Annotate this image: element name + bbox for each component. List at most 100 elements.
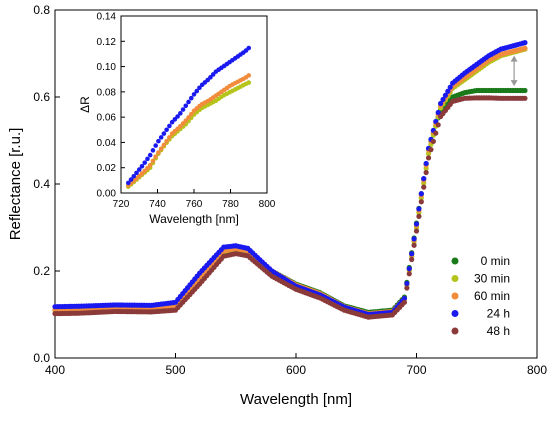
data-point	[161, 142, 167, 148]
data-point	[447, 84, 453, 90]
legend-label: 24 h	[487, 307, 510, 321]
data-point	[164, 138, 169, 144]
data-point	[522, 40, 528, 46]
data-point	[180, 107, 186, 112]
data-point	[409, 251, 415, 257]
data-point	[406, 266, 412, 272]
data-point	[134, 170, 139, 176]
data-point	[153, 154, 158, 159]
legend-item: 0 min	[451, 254, 510, 268]
data-point	[188, 111, 194, 117]
y-tick-label: 0.04	[97, 138, 117, 149]
legend-label: 0 min	[481, 254, 510, 268]
y-tick-label: 0.00	[97, 189, 117, 200]
data-point	[147, 162, 153, 168]
data-point	[175, 114, 180, 119]
data-point	[246, 73, 252, 78]
data-point	[435, 109, 441, 116]
y-tick-label: 0.06	[97, 113, 117, 124]
data-point	[416, 206, 422, 212]
data-point	[522, 95, 528, 101]
legend: 0 min 30 min 60 min 24 h 48 h	[451, 254, 510, 338]
data-point	[404, 285, 410, 291]
data-point	[172, 117, 178, 122]
data-point	[178, 124, 183, 129]
data-point	[178, 111, 183, 116]
data-point	[208, 75, 213, 80]
data-point	[167, 123, 172, 129]
legend-item: 48 h	[451, 324, 510, 338]
data-point	[180, 121, 186, 126]
y-tick-label: 0.6	[33, 90, 50, 104]
data-point	[522, 87, 528, 94]
data-point	[428, 147, 434, 153]
data-point	[142, 160, 148, 165]
data-point	[153, 143, 158, 148]
main-data-points	[52, 40, 528, 320]
y-tick-label: 0.08	[97, 87, 117, 98]
data-point	[188, 95, 194, 101]
arrow-head-up	[510, 55, 518, 62]
data-point	[246, 80, 252, 85]
data-point	[191, 92, 197, 97]
data-point	[142, 168, 148, 174]
data-point	[401, 295, 408, 302]
data-point	[416, 213, 422, 219]
series-delta	[126, 73, 252, 188]
data-point	[433, 130, 439, 136]
y-tick-label: 0.4	[33, 177, 50, 191]
data-point	[430, 138, 436, 144]
y-tick-label: 0.02	[97, 163, 117, 174]
data-point	[186, 115, 191, 120]
x-tick-label: 760	[186, 199, 203, 210]
data-point	[145, 156, 150, 162]
x-tick-label: 780	[222, 199, 239, 210]
legend-item: 24 h	[451, 307, 510, 321]
data-point	[194, 88, 200, 94]
data-point	[158, 146, 164, 152]
data-point	[158, 135, 164, 140]
data-point	[425, 155, 432, 161]
data-point	[161, 131, 167, 136]
data-point	[421, 176, 427, 182]
inset-y-axis-label: ΔR	[78, 96, 92, 113]
data-point	[156, 150, 161, 155]
data-point	[438, 100, 444, 107]
legend-label: 48 h	[487, 324, 510, 338]
x-tick-label: 800	[527, 363, 547, 377]
y-tick-label: 0.8	[33, 3, 50, 17]
data-point	[136, 167, 142, 172]
y-tick-label: 0.10	[97, 62, 117, 73]
legend-item: 30 min	[451, 272, 510, 286]
data-point	[411, 236, 417, 242]
data-point	[156, 138, 161, 144]
main-plot: 400 500 600 700 800 0.0 0.2 0.4 0.6 0.8 Wavelengt…	[7, 3, 547, 408]
data-point	[183, 118, 189, 123]
legend-marker	[451, 310, 459, 317]
x-tick-label: 700	[406, 363, 426, 377]
data-point	[418, 199, 424, 205]
main-y-axis-label: Reflectance [r.u.]	[7, 128, 24, 241]
data-point	[445, 88, 451, 94]
data-point	[164, 127, 169, 133]
data-point	[409, 256, 415, 263]
data-point	[442, 92, 449, 98]
inset-data-points	[126, 45, 252, 189]
data-point	[169, 119, 175, 125]
data-point	[131, 173, 137, 179]
inset-plot: 720 740 760 780 800 0.00 0.02 0.04 0.06 0.08 0.10 0…	[78, 12, 276, 227]
legend-marker	[451, 257, 459, 265]
inset-axis-ticks: 720 740 760 780 800 0.00 0.02 0.04 0.06 0.08 0.10 0…	[97, 12, 276, 211]
data-point	[411, 242, 417, 248]
inset-x-axis-label: Wavelength [nm]	[149, 212, 239, 226]
x-tick-label: 400	[45, 363, 65, 377]
data-point	[139, 163, 145, 169]
data-point	[126, 180, 131, 186]
x-tick-label: 720	[113, 199, 130, 210]
legend-item: 60 min	[451, 289, 510, 303]
data-point	[413, 221, 420, 227]
arrow-head-down	[510, 80, 518, 87]
legend-label: 60 min	[474, 289, 510, 303]
